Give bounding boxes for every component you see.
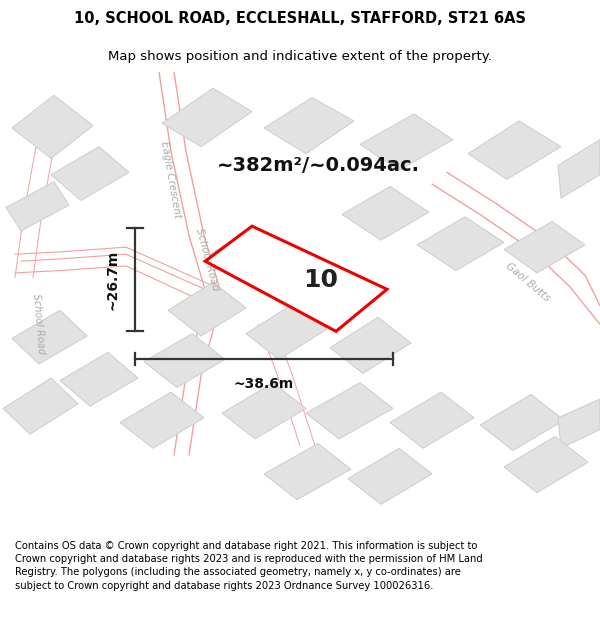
Text: Eagle Crescent: Eagle Crescent [159, 140, 183, 219]
Polygon shape [12, 310, 87, 364]
Text: School Road: School Road [194, 226, 220, 291]
Polygon shape [168, 282, 246, 336]
Text: Gaol Butts: Gaol Butts [504, 261, 552, 304]
Polygon shape [480, 394, 564, 451]
Text: Map shows position and indicative extent of the property.: Map shows position and indicative extent… [108, 50, 492, 63]
Polygon shape [222, 382, 306, 439]
Polygon shape [162, 88, 252, 147]
Polygon shape [558, 139, 600, 198]
Polygon shape [468, 121, 561, 179]
Polygon shape [264, 98, 354, 154]
Text: Contains OS data © Crown copyright and database right 2021. This information is : Contains OS data © Crown copyright and d… [15, 541, 483, 591]
Polygon shape [51, 147, 129, 201]
Polygon shape [120, 392, 204, 448]
Polygon shape [3, 378, 78, 434]
Text: 10: 10 [304, 268, 338, 292]
Polygon shape [60, 352, 138, 406]
Polygon shape [504, 436, 588, 492]
Polygon shape [144, 334, 225, 388]
Text: School Road: School Road [31, 294, 47, 355]
Polygon shape [360, 114, 453, 170]
Polygon shape [306, 382, 393, 439]
Polygon shape [205, 226, 387, 331]
Text: ~38.6m: ~38.6m [234, 377, 294, 391]
Polygon shape [330, 318, 411, 373]
Polygon shape [417, 217, 504, 271]
Polygon shape [264, 444, 351, 499]
Polygon shape [390, 392, 474, 448]
Polygon shape [6, 182, 69, 231]
Polygon shape [348, 448, 432, 504]
Text: 10, SCHOOL ROAD, ECCLESHALL, STAFFORD, ST21 6AS: 10, SCHOOL ROAD, ECCLESHALL, STAFFORD, S… [74, 11, 526, 26]
Polygon shape [210, 229, 285, 280]
Polygon shape [246, 303, 327, 359]
Polygon shape [342, 186, 429, 240]
Text: ~382m²/~0.094ac.: ~382m²/~0.094ac. [217, 156, 419, 175]
Text: ~26.7m: ~26.7m [106, 250, 120, 310]
Polygon shape [504, 221, 585, 273]
Polygon shape [12, 95, 93, 158]
Polygon shape [558, 399, 600, 448]
